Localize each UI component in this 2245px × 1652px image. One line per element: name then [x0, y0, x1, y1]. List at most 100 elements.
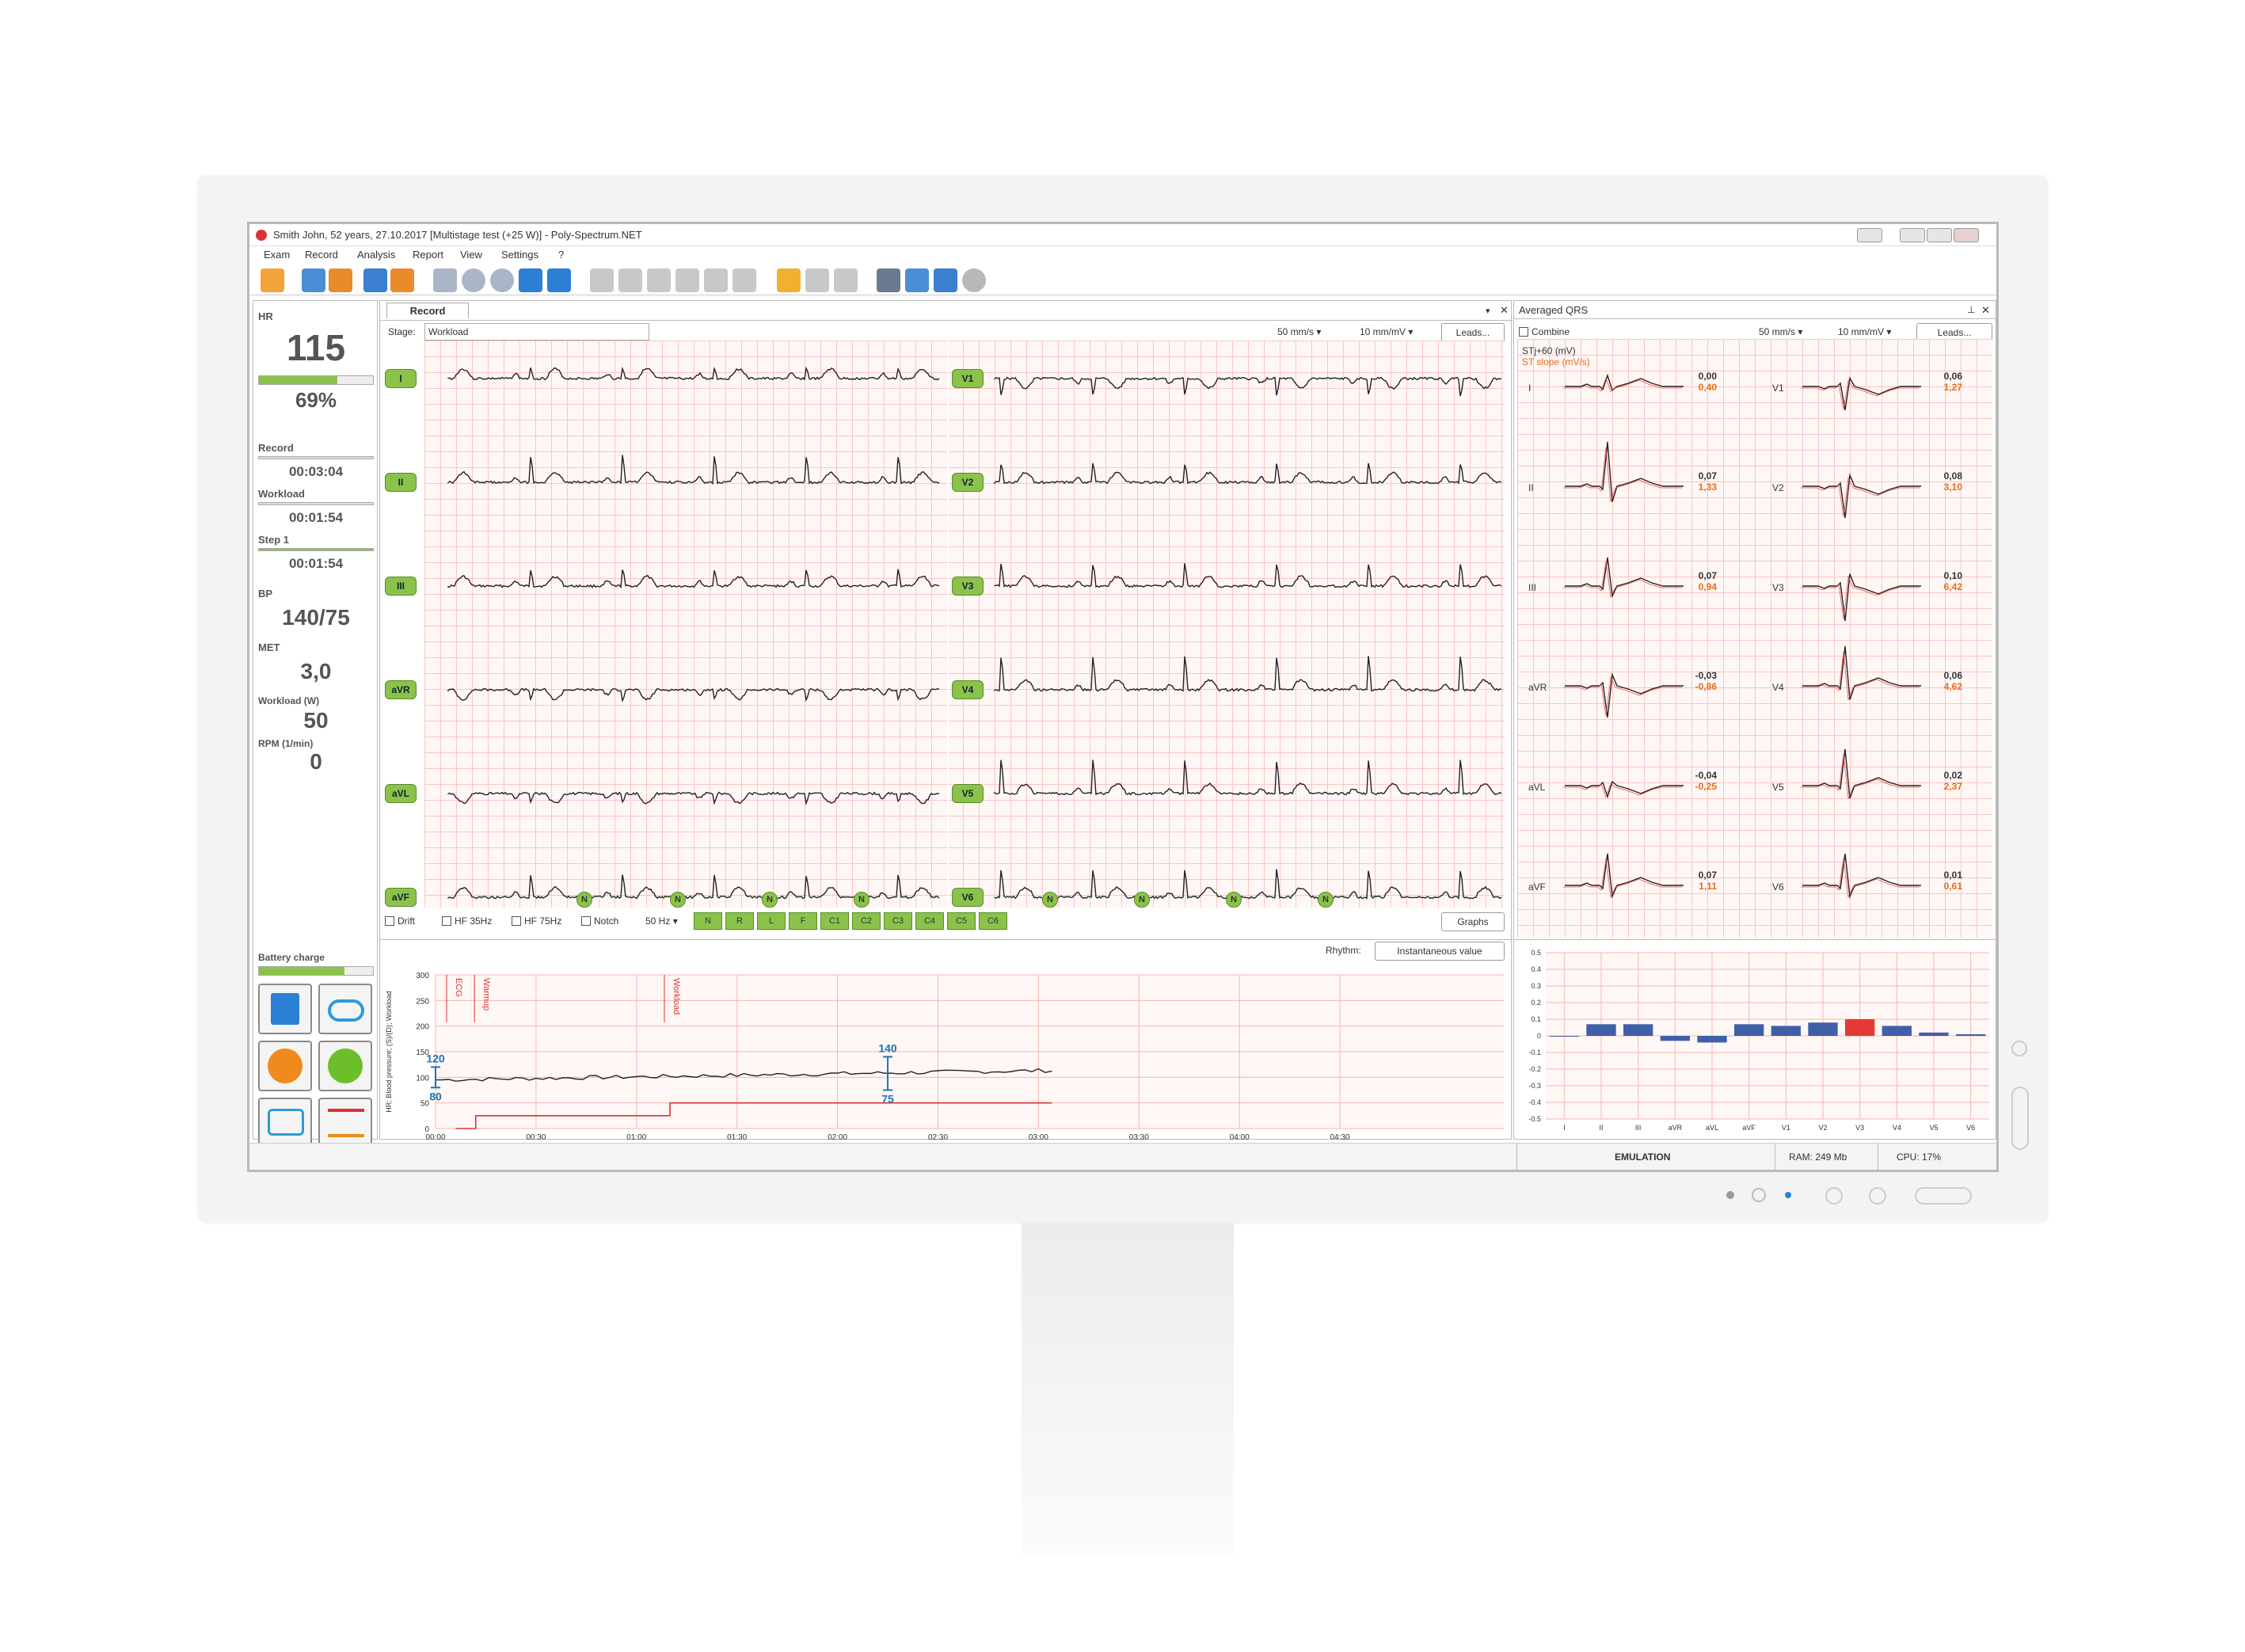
gain-select[interactable]: 10 mm/mV ▾ — [1356, 323, 1438, 341]
menu-view[interactable]: View — [460, 249, 482, 261]
lead-label-V2[interactable]: V2 — [952, 473, 984, 492]
share-icon[interactable] — [834, 268, 858, 292]
hf75-checkbox[interactable]: HF 75Hz — [512, 915, 561, 927]
channel-button-N[interactable]: N — [694, 912, 722, 930]
stage-label: Stage: — [388, 326, 416, 337]
lead-label-aVF[interactable]: aVF — [385, 888, 417, 907]
hf35-checkbox[interactable]: HF 35Hz — [442, 915, 492, 927]
workload-down-button[interactable] — [258, 1041, 312, 1091]
menu-record[interactable]: Record — [305, 249, 338, 261]
monitor-side-button[interactable] — [2011, 1041, 2027, 1056]
drift-label: Drift — [398, 915, 415, 927]
lead-label-III[interactable]: III — [385, 577, 417, 596]
beat-marker[interactable]: N — [1042, 892, 1058, 908]
beat-marker[interactable]: N — [670, 892, 686, 908]
open-exam-icon[interactable] — [302, 268, 325, 292]
play-icon[interactable] — [433, 268, 457, 292]
qrs-speed-select[interactable]: 50 mm/s ▾ — [1755, 323, 1834, 341]
channel-button-L[interactable]: L — [757, 912, 786, 930]
maximize-button[interactable] — [1927, 228, 1952, 242]
close-button[interactable] — [1954, 228, 1979, 242]
window-close-icon[interactable] — [934, 268, 957, 292]
beat-marker[interactable]: N — [576, 892, 592, 908]
channel-button-C2[interactable]: C2 — [852, 912, 881, 930]
tab-record[interactable]: Record — [386, 303, 469, 318]
channel-button-C4[interactable]: C4 — [915, 912, 944, 930]
combine-checkbox[interactable]: Combine — [1519, 326, 1570, 337]
menu-analysis[interactable]: Analysis — [357, 249, 396, 261]
lead-label-aVR[interactable]: aVR — [385, 680, 417, 699]
beat-marker[interactable]: N — [1134, 892, 1150, 908]
lead-label-V6[interactable]: V6 — [952, 888, 984, 907]
panel-close-icon[interactable]: ✕ — [1981, 304, 1990, 316]
comment-button[interactable] — [258, 1098, 312, 1148]
lead-label-V4[interactable]: V4 — [952, 680, 984, 699]
monitor-side-rocker[interactable] — [2011, 1087, 2029, 1150]
stop-icon[interactable] — [462, 268, 485, 292]
intervals-icon[interactable] — [647, 268, 671, 292]
menu-report[interactable]: Report — [413, 249, 444, 261]
channel-button-C1[interactable]: C1 — [820, 912, 849, 930]
graphs-button[interactable]: Graphs — [1441, 912, 1505, 931]
notch-checkbox[interactable]: Notch — [581, 915, 618, 927]
channel-button-F[interactable]: F — [789, 912, 817, 930]
mains-select[interactable]: 50 Hz ▾ — [641, 912, 691, 930]
monitor-nav-button[interactable] — [1915, 1187, 1972, 1205]
report-icon[interactable] — [905, 268, 929, 292]
monitor-button[interactable] — [1869, 1187, 1886, 1205]
exam-device-button[interactable] — [258, 984, 312, 1034]
beat-marker[interactable]: N — [1226, 892, 1242, 908]
monitor-button[interactable] — [1726, 1191, 1734, 1199]
disk-icon[interactable] — [962, 268, 986, 292]
bike-icon[interactable] — [675, 268, 699, 292]
import-icon[interactable] — [329, 268, 352, 292]
ergometer-button[interactable] — [318, 984, 372, 1034]
send-icon[interactable] — [805, 268, 829, 292]
pin-icon[interactable]: ⊥ — [1967, 304, 1976, 315]
workload-up-button[interactable] — [318, 1041, 372, 1091]
new-exam-icon[interactable] — [261, 268, 284, 292]
record-square-icon[interactable] — [547, 268, 571, 292]
panel-menu-icon[interactable]: ▾ — [1486, 306, 1490, 316]
qrs-gain-select[interactable]: 10 mm/mV ▾ — [1834, 323, 1913, 341]
options-button[interactable] — [318, 1098, 372, 1148]
lead-label-aVL[interactable]: aVL — [385, 784, 417, 803]
monitor-button[interactable] — [1825, 1187, 1843, 1205]
leads-button[interactable]: Leads... — [1441, 323, 1505, 342]
print-icon[interactable] — [877, 268, 900, 292]
st-bar-V4 — [1882, 1026, 1912, 1036]
arrow-down-icon[interactable] — [777, 268, 801, 292]
beat-marker[interactable]: N — [854, 892, 869, 908]
menu-settings[interactable]: Settings — [501, 249, 538, 261]
lead-label-I[interactable]: I — [385, 369, 417, 388]
minimize-button[interactable] — [1900, 228, 1925, 242]
fast-forward-icon[interactable] — [519, 268, 542, 292]
export-icon[interactable] — [390, 268, 414, 292]
lead-label-II[interactable]: II — [385, 473, 417, 492]
beat-marker[interactable]: N — [1318, 892, 1334, 908]
channel-button-C6[interactable]: C6 — [979, 912, 1007, 930]
lead-label-V3[interactable]: V3 — [952, 577, 984, 596]
house-icon[interactable] — [732, 268, 756, 292]
lead-label-V5[interactable]: V5 — [952, 784, 984, 803]
menu-exam[interactable]: Exam — [264, 249, 291, 261]
stage-select[interactable]: Workload — [424, 323, 649, 341]
rhythm-select[interactable]: Instantaneous value — [1375, 942, 1505, 961]
drift-checkbox[interactable]: Drift — [385, 915, 415, 927]
menu-help[interactable]: ? — [558, 249, 565, 261]
power-icon[interactable] — [1752, 1188, 1766, 1202]
channel-button-C5[interactable]: C5 — [947, 912, 976, 930]
beat-marker[interactable]: N — [762, 892, 778, 908]
lead-label-V1[interactable]: V1 — [952, 369, 984, 388]
bar-ytick: 0.3 — [1531, 982, 1541, 990]
save-icon[interactable] — [363, 268, 387, 292]
channel-button-C3[interactable]: C3 — [884, 912, 912, 930]
speed-select[interactable]: 50 mm/s ▾ — [1273, 323, 1356, 341]
analysis-tool-icon[interactable] — [590, 268, 614, 292]
panel-close-icon[interactable]: ✕ — [1500, 304, 1509, 316]
measure-icon[interactable] — [618, 268, 642, 292]
restore-button[interactable] — [1857, 228, 1882, 242]
rewind-icon[interactable] — [490, 268, 514, 292]
channel-button-R[interactable]: R — [725, 912, 754, 930]
peak-icon[interactable] — [704, 268, 728, 292]
